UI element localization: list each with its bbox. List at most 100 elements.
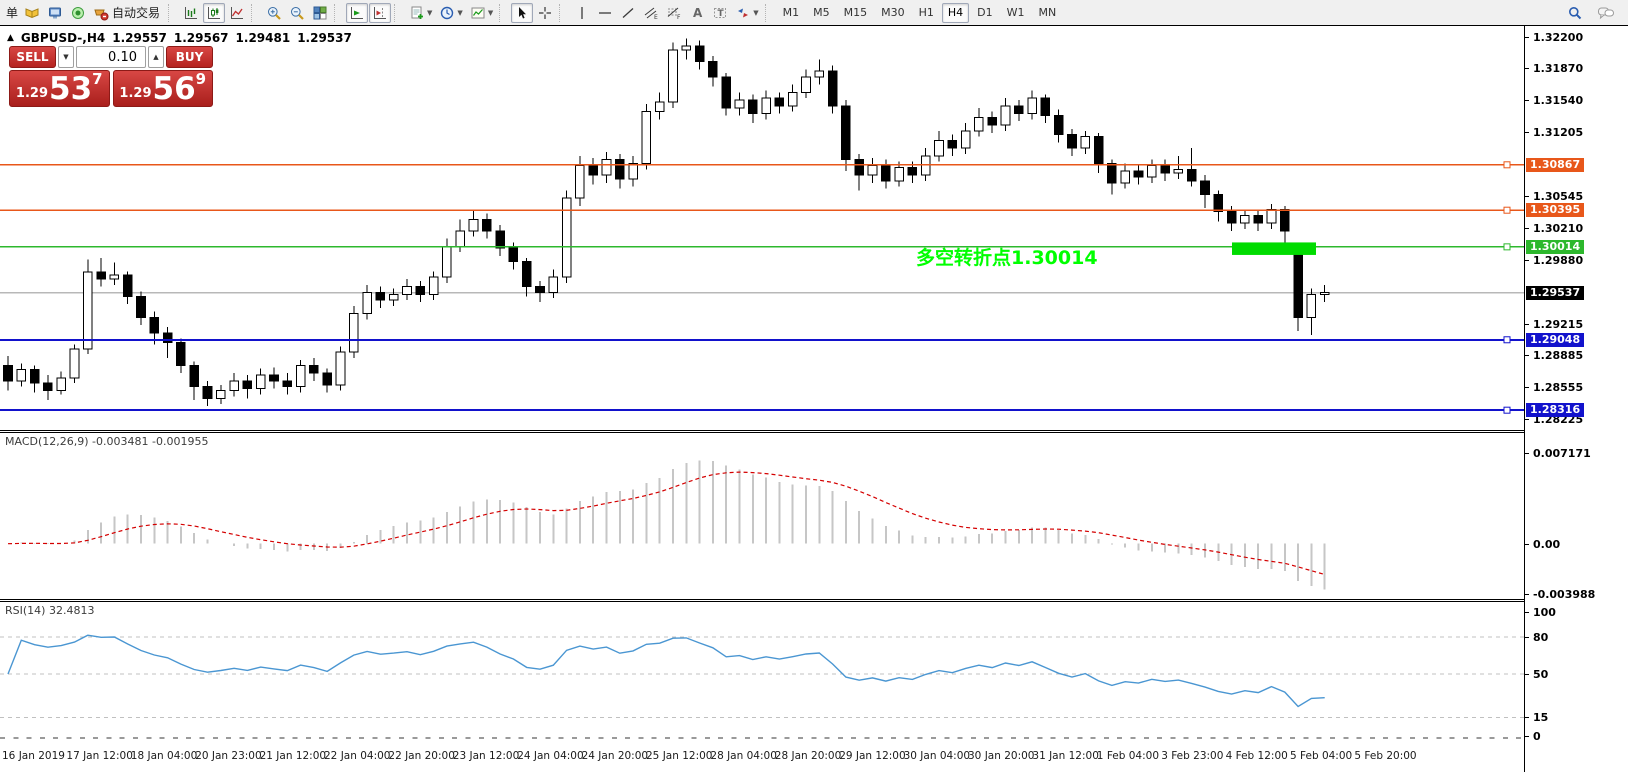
timeframe-W1[interactable]: W1	[1006, 6, 1025, 19]
zoom-in-button[interactable]	[263, 3, 285, 23]
bar-chart-button[interactable]	[180, 3, 202, 23]
toolbar-separator	[764, 3, 772, 22]
tile-windows-button[interactable]	[309, 3, 331, 23]
chart-workspace: 多空转折点1.30014 ▲ GBPUSD-,H4 1.29557 1.2956…	[0, 26, 1628, 772]
price-badge: 1.29537	[1526, 286, 1585, 300]
sell-button[interactable]: SELL	[9, 46, 56, 68]
sell-price-display[interactable]: 1.29 53 7	[9, 70, 110, 107]
price-tick: 1.28555	[1533, 381, 1584, 394]
crosshair-button[interactable]	[534, 3, 556, 23]
buy-price-display[interactable]: 1.29 56 9	[112, 70, 213, 107]
indicators-button[interactable]: ▼	[406, 3, 435, 23]
timeframe-M1[interactable]: M1	[782, 6, 800, 19]
panel-separator[interactable]	[0, 599, 1524, 602]
axis-tick-mark	[1525, 612, 1529, 613]
signals-icon[interactable]	[67, 3, 89, 23]
templates-button[interactable]: ▼	[467, 3, 496, 23]
metaeditor-icon[interactable]	[21, 3, 43, 23]
arrows-tool[interactable]: ▼	[732, 3, 761, 23]
search-icon[interactable]	[1564, 3, 1586, 23]
ohlc-close: 1.29537	[297, 31, 352, 45]
annotation-text[interactable]: 多空转折点1.30014	[916, 246, 1098, 269]
chat-icon[interactable]	[1594, 3, 1618, 23]
axis-tick-mark	[1525, 196, 1529, 197]
volume-decrease-button[interactable]: ▼	[58, 46, 74, 68]
time-label: 31 Jan 12:00	[1032, 750, 1099, 762]
time-label: 22 Jan 04:00	[324, 750, 391, 762]
trendline-tool[interactable]	[617, 3, 639, 23]
timeframe-M30[interactable]: M30	[881, 6, 905, 19]
time-label: 5 Feb 04:00	[1290, 750, 1353, 762]
toolbar-separator	[394, 3, 401, 22]
line-chart-button[interactable]	[226, 3, 248, 23]
collapse-icon[interactable]: ▲	[7, 33, 14, 43]
buy-button[interactable]: BUY	[166, 46, 213, 68]
volume-input[interactable]	[76, 46, 146, 68]
autotrading-button[interactable]: 自动交易	[90, 3, 165, 23]
axis-tick-mark	[1525, 260, 1529, 261]
hline-1.29048[interactable]	[0, 336, 1524, 344]
price-tick: 0.007171	[1533, 447, 1591, 460]
templates-dropdown-caret[interactable]: ▼	[487, 8, 494, 17]
timeframe-D1[interactable]: D1	[977, 6, 993, 19]
hline-1.28316[interactable]	[0, 406, 1524, 414]
macd-canvas[interactable]	[0, 433, 1524, 599]
time-label: 4 Feb 12:00	[1225, 750, 1288, 762]
rsi-panel: RSI(14) 32.4813	[0, 602, 1524, 736]
price-tick: 1.31540	[1533, 94, 1584, 107]
arrows-dropdown-caret[interactable]: ▼	[753, 8, 759, 17]
price-tick: 1.30210	[1533, 222, 1584, 235]
toolbar-separator	[251, 3, 258, 22]
panel-separator[interactable]	[0, 430, 1524, 433]
timeframe-M5[interactable]: M5	[813, 6, 830, 19]
new-order-button[interactable]: 单	[6, 6, 19, 20]
chart-shift-button[interactable]	[369, 2, 392, 23]
equidistant-channel-tool[interactable]: E	[640, 3, 662, 23]
time-label: 5 Feb 20:00	[1354, 750, 1417, 762]
timeframe-H1[interactable]: H1	[918, 6, 934, 19]
hline-1.30395[interactable]	[0, 206, 1524, 214]
price-badge: 1.30395	[1526, 203, 1585, 217]
timeframe-H4[interactable]: H4	[941, 2, 970, 23]
zoom-out-button[interactable]	[286, 3, 308, 23]
cursor-button[interactable]	[511, 2, 534, 23]
text-label-tool[interactable]: T	[709, 3, 731, 23]
axis-tick-mark	[1525, 228, 1529, 229]
candlestick-chart-button[interactable]	[203, 2, 226, 23]
time-label: 17 Jan 12:00	[66, 750, 133, 762]
price-tick: 0	[1533, 730, 1541, 743]
fibonacci-tool[interactable]: F	[663, 3, 685, 23]
price-tick: -0.003988	[1533, 588, 1596, 601]
terminal-icon[interactable]	[44, 3, 66, 23]
green-zone-rectangle[interactable]	[1232, 242, 1316, 255]
autotrading-label: 自动交易	[112, 6, 161, 20]
hline-1.30867[interactable]	[0, 161, 1524, 169]
svg-text:E: E	[654, 14, 658, 21]
indicators-dropdown-caret[interactable]: ▼	[427, 8, 433, 17]
price-tick: 1.31205	[1533, 126, 1584, 139]
axis-tick-mark	[1525, 674, 1529, 675]
rsi-canvas[interactable]	[0, 602, 1524, 736]
periods-button[interactable]: ▼	[436, 3, 465, 23]
time-axis[interactable]: 16 Jan 2019 17 Jan 12:00 18 Jan 04:00 20 Ja…	[0, 736, 1524, 772]
price-tick: 1.31870	[1533, 62, 1584, 75]
macd-values: -0.003481 -0.001955	[92, 435, 209, 448]
periods-dropdown-caret[interactable]: ▼	[457, 8, 463, 17]
text-tool[interactable]: A	[686, 3, 708, 23]
auto-scroll-button[interactable]	[346, 2, 369, 23]
time-label: 20 Jan 23:00	[195, 750, 262, 762]
price-tick: 15	[1533, 711, 1549, 724]
price-tick: 1.30545	[1533, 190, 1584, 203]
toolbar-separator	[559, 3, 566, 22]
time-label: 28 Jan 04:00	[710, 750, 777, 762]
main-chart-canvas[interactable]: 多空转折点1.30014	[0, 26, 1524, 430]
time-label: 23 Jan 12:00	[452, 750, 520, 762]
timeframe-M15[interactable]: M15	[843, 6, 868, 19]
timeframe-MN[interactable]: MN	[1038, 6, 1057, 19]
volume-increase-button[interactable]: ▲	[148, 46, 164, 68]
horizontal-line-tool[interactable]	[594, 3, 616, 23]
vertical-line-tool[interactable]	[571, 3, 593, 23]
price-axis[interactable]: 1.32200 1.31870 1.31540 1.31205 1.30545 1.302…	[1525, 26, 1627, 772]
